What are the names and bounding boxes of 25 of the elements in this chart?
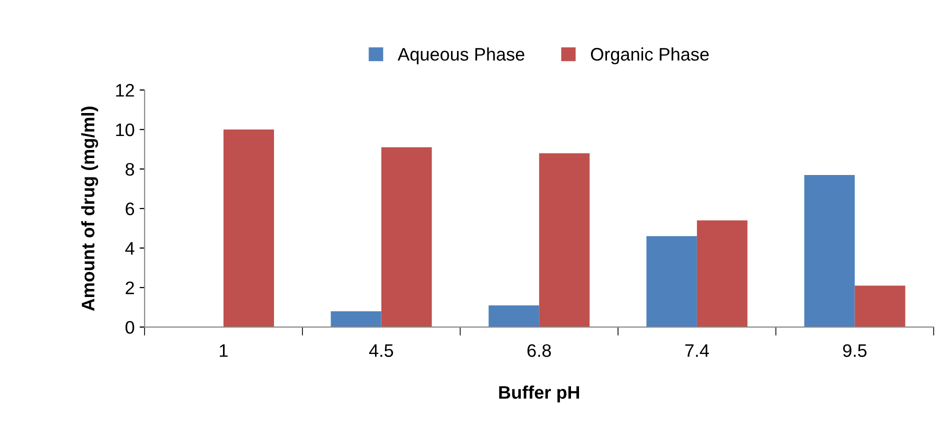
y-tick-label: 12 [116, 84, 134, 97]
x-tick-label: 4.5 [369, 344, 394, 357]
bar [223, 130, 274, 328]
x-axis-title: Buffer pH [499, 386, 580, 402]
bar [539, 153, 590, 328]
x-tick-label: 6.8 [527, 344, 551, 357]
y-tick-label: 4 [125, 242, 134, 255]
y-tick-label: 0 [126, 320, 134, 334]
x-tick-label: 7.4 [685, 344, 709, 357]
bar [804, 174, 855, 328]
bar [696, 220, 748, 328]
y-tick-label: 8 [126, 162, 134, 176]
y-tick-label: 10 [116, 123, 134, 136]
legend-label: Organic Phase [590, 47, 709, 64]
bar [646, 236, 697, 328]
legend-label: Aqueous Phase [398, 47, 524, 64]
bar [854, 286, 906, 328]
bar [488, 305, 540, 328]
y-tick-label: 2 [126, 281, 134, 294]
bar [381, 147, 432, 328]
bar [330, 311, 382, 328]
y-tick-label: 6 [126, 202, 134, 216]
x-tick-label: 1 [220, 344, 228, 357]
y-axis-title: Amount of drug (mg/ml) [81, 106, 98, 311]
x-tick-label: 9.5 [843, 344, 867, 357]
